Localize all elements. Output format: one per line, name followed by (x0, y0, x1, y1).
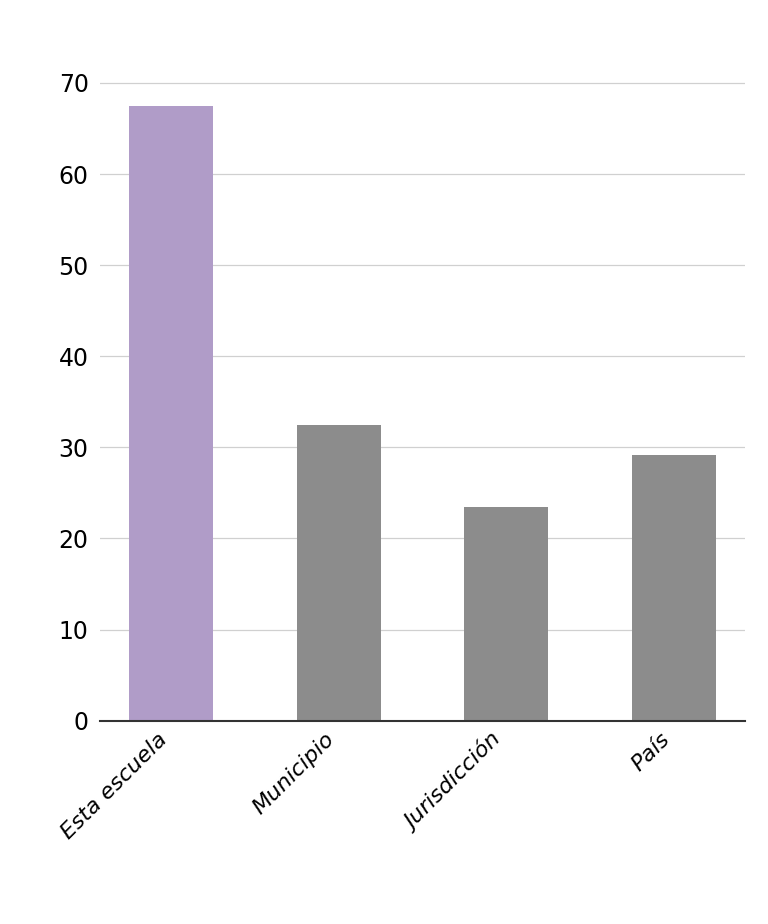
Bar (296, 425, 380, 721)
Bar (129, 105, 213, 721)
Bar (632, 455, 716, 721)
Bar (465, 506, 548, 721)
